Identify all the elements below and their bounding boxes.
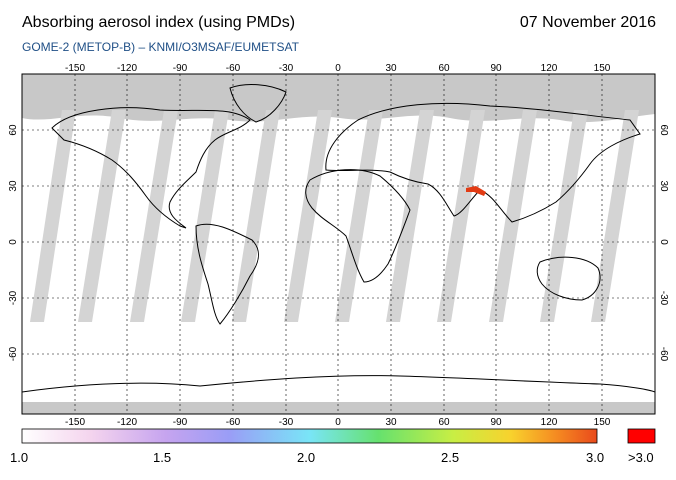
lat-tick: 0 <box>8 239 19 245</box>
lat-tick: -30 <box>658 291 669 306</box>
legend-label-over: >3.0 <box>628 450 654 465</box>
lon-tick: -30 <box>279 63 294 74</box>
antarctica-outline <box>22 375 655 393</box>
lat-tick: -30 <box>8 290 19 305</box>
lon-tick: -60 <box>226 63 241 74</box>
lat-tick: 0 <box>658 239 669 245</box>
lon-tick: 0 <box>335 63 341 74</box>
lon-tick: -150 <box>65 417 85 428</box>
lon-tick: -120 <box>117 63 137 74</box>
ocean-background <box>22 74 655 414</box>
lat-ticks-right: 60 30 0 -30 -60 <box>658 124 669 361</box>
lat-tick: -60 <box>8 346 19 361</box>
map-date: 07 November 2016 <box>519 14 656 31</box>
lon-tick: 150 <box>594 63 611 74</box>
lon-tick: 90 <box>490 63 502 74</box>
lon-tick: 30 <box>385 63 397 74</box>
lon-tick: -30 <box>279 417 294 428</box>
australia-outline <box>536 256 601 301</box>
orbit-gap-swaths <box>30 110 639 322</box>
lon-tick: -90 <box>173 417 188 428</box>
map-frame <box>21 73 656 415</box>
legend-label-1-5: 1.5 <box>153 450 172 465</box>
africa-outline <box>305 169 411 283</box>
legend-label-1-0: 1.0 <box>10 450 29 465</box>
eurasia-outline <box>325 102 641 223</box>
north-america-outline <box>51 107 251 229</box>
lon-tick: 150 <box>594 417 611 428</box>
lat-tick: 30 <box>658 180 669 192</box>
map-subtitle: GOME-2 (METOP-B) – KNMI/O3MSAF/EUMETSAT <box>22 40 299 54</box>
lon-tick: 60 <box>438 417 450 428</box>
lon-tick: 60 <box>438 63 450 74</box>
greenland-outline <box>229 84 287 123</box>
lat-tick: -60 <box>658 347 669 362</box>
legend-label-2-0: 2.0 <box>297 450 316 465</box>
legend-label-2-5: 2.5 <box>441 450 460 465</box>
legend-over-swatch <box>627 428 656 444</box>
south-pole-no-data <box>22 402 655 414</box>
coastlines <box>22 84 655 393</box>
lat-tick: 60 <box>658 124 669 136</box>
lon-tick: 90 <box>490 417 502 428</box>
lon-ticks-top: -150 -120 -90 -60 -30 0 30 60 90 120 150 <box>65 63 611 74</box>
lon-tick: -150 <box>65 63 85 74</box>
aerosol-plume <box>466 186 486 196</box>
lon-ticks-bottom: -150 -120 -90 -60 -30 0 30 60 90 120 150 <box>65 417 611 428</box>
lat-ticks-left: 60 30 0 -30 -60 <box>8 124 19 361</box>
lon-tick: -90 <box>173 63 188 74</box>
lon-tick: -60 <box>226 417 241 428</box>
lon-tick: 30 <box>385 417 397 428</box>
graticule <box>22 74 655 414</box>
lat-tick: 30 <box>8 180 19 192</box>
lon-tick: 0 <box>335 417 341 428</box>
lon-tick: -120 <box>117 417 137 428</box>
lon-tick: 120 <box>541 417 558 428</box>
south-america-outline <box>195 223 259 325</box>
lat-tick: 60 <box>8 124 19 136</box>
lon-tick: 120 <box>541 63 558 74</box>
legend-colorbar <box>21 428 598 444</box>
legend-label-3-0: 3.0 <box>586 450 605 465</box>
map-title: Absorbing aerosol index (using PMDs) <box>22 14 296 31</box>
